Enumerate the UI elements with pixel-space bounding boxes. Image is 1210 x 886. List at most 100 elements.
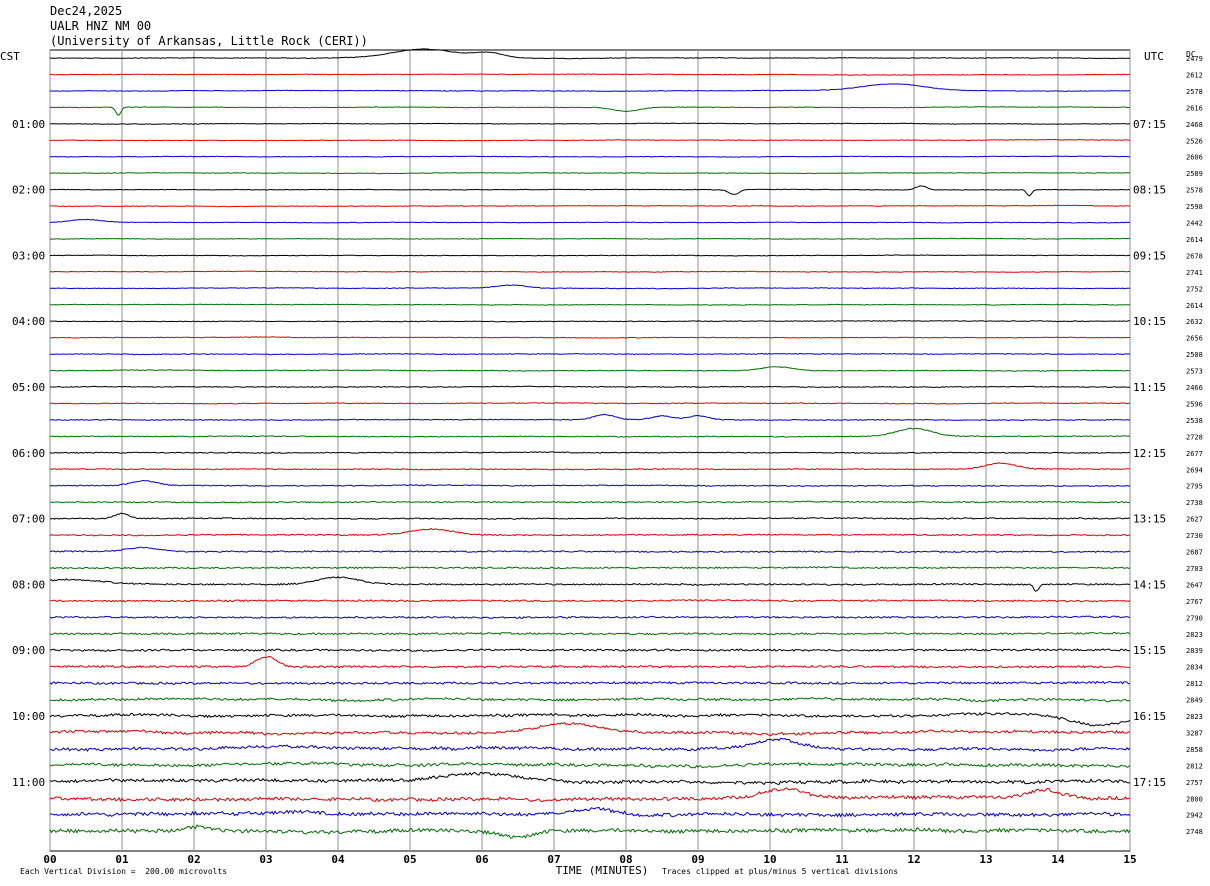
x-tick-label: 02 bbox=[187, 853, 200, 866]
x-tick-label: 07 bbox=[547, 853, 560, 866]
dc-offset-label: 2694 bbox=[1186, 466, 1203, 474]
dc-offset-label: 2627 bbox=[1186, 516, 1203, 524]
dc-offset-label: 2678 bbox=[1186, 252, 1203, 260]
utc-hour-label: 08:15 bbox=[1133, 184, 1166, 197]
dc-offset-label: 2741 bbox=[1186, 269, 1203, 277]
dc-offset-label: 2790 bbox=[1186, 614, 1203, 622]
dc-offset-label: 2687 bbox=[1186, 549, 1203, 557]
dc-offset-label: 2612 bbox=[1186, 71, 1203, 79]
cst-hour-label: 10:00 bbox=[12, 710, 45, 723]
dc-offset-label: 2442 bbox=[1186, 220, 1203, 228]
trace-line bbox=[49, 352, 1131, 356]
x-tick-label: 00 bbox=[43, 853, 56, 866]
dc-offset-label: 2589 bbox=[1186, 170, 1203, 178]
x-tick-label: 08 bbox=[619, 853, 632, 866]
cst-hour-label: 09:00 bbox=[12, 644, 45, 657]
trace-line bbox=[49, 576, 1131, 592]
trace-line bbox=[49, 566, 1131, 570]
trace-line bbox=[49, 787, 1131, 803]
dc-offset-label: 2598 bbox=[1186, 203, 1203, 211]
right-axis-label: UTC bbox=[1144, 50, 1164, 63]
dc-offset-label: 2468 bbox=[1186, 121, 1203, 129]
dc-offset-label: 2812 bbox=[1186, 680, 1203, 688]
trace-line bbox=[49, 512, 1131, 520]
trace-line bbox=[50, 138, 1131, 142]
trace-line bbox=[49, 696, 1131, 703]
trace-line bbox=[49, 546, 1131, 554]
dc-offset-label: 2812 bbox=[1186, 762, 1203, 770]
dc-offset-label: 2596 bbox=[1186, 400, 1203, 408]
dc-offset-label: 2942 bbox=[1186, 812, 1203, 820]
dc-offset-label: 2767 bbox=[1186, 598, 1203, 606]
trace-line bbox=[49, 712, 1131, 727]
trace-line bbox=[49, 237, 1131, 240]
dc-offset-label: 2738 bbox=[1186, 499, 1203, 507]
dc-offset-label: 2573 bbox=[1186, 368, 1203, 376]
x-tick-label: 04 bbox=[331, 853, 345, 866]
trace-line bbox=[49, 303, 1131, 306]
dc-offset-label: 2616 bbox=[1186, 104, 1203, 112]
cst-hour-label: 03:00 bbox=[12, 249, 45, 262]
dc-offset-label: 2479 bbox=[1186, 55, 1203, 63]
dc-offset-label: 2526 bbox=[1186, 137, 1203, 145]
trace-line bbox=[49, 451, 1131, 454]
trace-line bbox=[49, 427, 1131, 438]
trace-line bbox=[49, 48, 1131, 60]
dc-label: DC bbox=[1186, 50, 1196, 59]
trace-line bbox=[49, 631, 1131, 636]
utc-hour-label: 11:15 bbox=[1133, 381, 1166, 394]
trace-line bbox=[49, 648, 1131, 652]
x-tick-label: 15 bbox=[1123, 853, 1136, 866]
dc-offset-label: 2858 bbox=[1186, 746, 1203, 754]
dc-offset-label: 2730 bbox=[1186, 532, 1203, 540]
dc-offset-label: 2508 bbox=[1186, 351, 1203, 359]
record-date: Dec24,2025 bbox=[50, 4, 123, 18]
utc-hour-label: 12:15 bbox=[1133, 447, 1166, 460]
dc-offset-label: 2614 bbox=[1186, 236, 1203, 244]
dc-offset-label: 2466 bbox=[1186, 384, 1203, 392]
cst-hour-label: 05:00 bbox=[12, 381, 45, 394]
x-tick-label: 06 bbox=[475, 853, 489, 866]
trace-line bbox=[49, 122, 1131, 125]
station-channel: UALR HNZ NM 00 bbox=[50, 19, 152, 33]
dc-offset-label: 2538 bbox=[1186, 417, 1203, 425]
dc-offset-label: 2578 bbox=[1186, 187, 1203, 195]
trace-line bbox=[49, 270, 1131, 273]
trace-line bbox=[49, 106, 1131, 116]
dc-offset-label: 2752 bbox=[1186, 285, 1203, 293]
clip-note: Traces clipped at plus/minus 5 vertical … bbox=[662, 867, 899, 876]
trace-line bbox=[50, 254, 1131, 257]
scale-note: Each Vertical Division = 200.00 microvol… bbox=[20, 867, 228, 876]
x-tick-label: 01 bbox=[115, 853, 129, 866]
dc-offset-label: 2800 bbox=[1186, 795, 1203, 803]
trace-line bbox=[49, 680, 1131, 686]
utc-hour-label: 17:15 bbox=[1133, 776, 1166, 789]
trace-line bbox=[49, 527, 1131, 537]
trace-line bbox=[49, 385, 1131, 389]
dc-offset-label: 2834 bbox=[1186, 664, 1203, 672]
trace-line bbox=[49, 462, 1131, 471]
network-name: (University of Arkansas, Little Rock (CE… bbox=[50, 34, 368, 48]
dc-offset-label: 2823 bbox=[1186, 713, 1203, 721]
trace-line bbox=[49, 185, 1131, 197]
trace-line bbox=[49, 284, 1131, 290]
dc-offset-label: 2606 bbox=[1186, 154, 1203, 162]
trace-line bbox=[49, 615, 1131, 619]
trace-line bbox=[49, 500, 1131, 504]
cst-hour-label: 01:00 bbox=[12, 118, 45, 131]
x-tick-label: 14 bbox=[1051, 853, 1065, 866]
trace-line bbox=[49, 737, 1131, 753]
trace-line bbox=[49, 771, 1131, 786]
trace-line bbox=[49, 413, 1131, 422]
utc-hour-label: 16:15 bbox=[1133, 710, 1166, 723]
trace-line bbox=[49, 171, 1131, 175]
trace-line bbox=[49, 336, 1130, 339]
x-tick-label: 12 bbox=[907, 853, 920, 866]
trace-line bbox=[49, 83, 1130, 92]
cst-hour-label: 06:00 bbox=[12, 447, 45, 460]
x-tick-label: 13 bbox=[979, 853, 992, 866]
dc-offset-label: 3287 bbox=[1186, 729, 1203, 737]
trace-line bbox=[49, 218, 1131, 224]
dc-offset-label: 2839 bbox=[1186, 647, 1203, 655]
